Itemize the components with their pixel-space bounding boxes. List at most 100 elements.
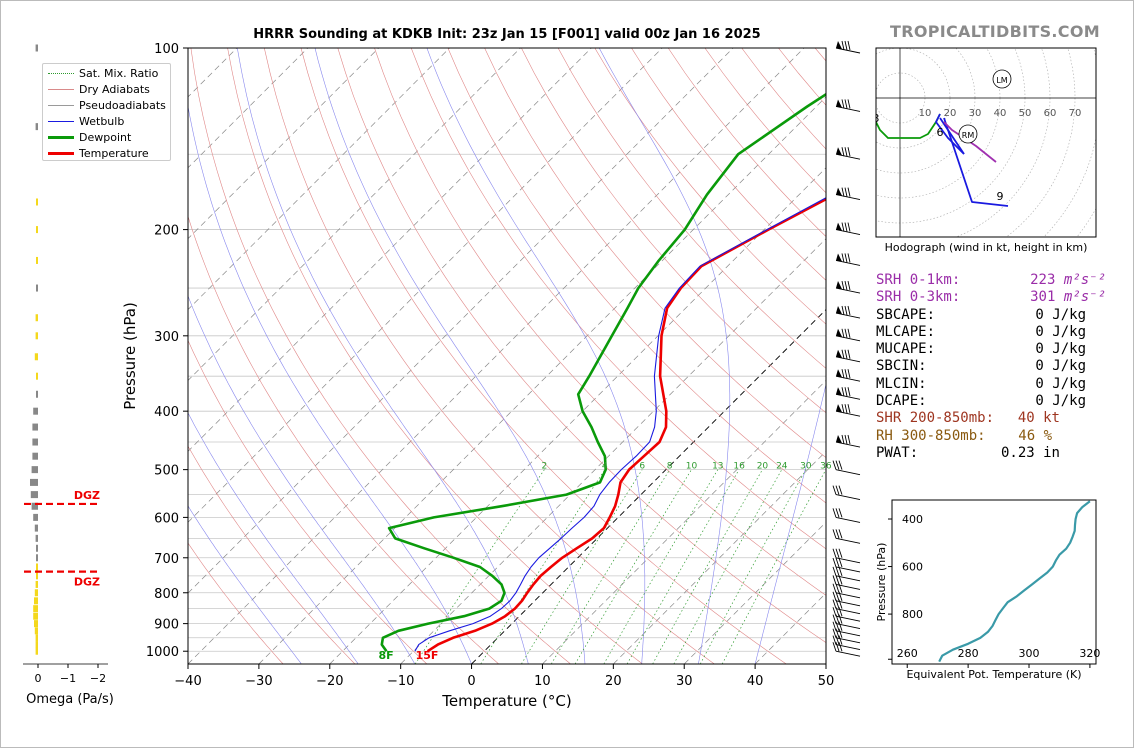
- omega-bar: [36, 256, 38, 264]
- param-label: RH 300-850mb:: [876, 427, 986, 444]
- isotherm-line: [329, 167, 826, 664]
- param-label: SBCAPE:: [876, 306, 936, 323]
- theta-e-y-tick-label: 400: [902, 513, 923, 526]
- param-label: MLCIN:: [876, 375, 927, 392]
- hodograph-lm-label: LM: [996, 76, 1007, 85]
- isotherm-line: [683, 521, 826, 664]
- hodograph-ring-label: 30: [969, 108, 982, 119]
- mixing-ratio-line: [626, 469, 740, 664]
- wind-barb: [835, 305, 861, 319]
- wind-barb: [832, 628, 861, 644]
- pseudoadiabat: [426, 48, 646, 664]
- dry-adiabat: [410, 48, 826, 550]
- theta-e-y-label: Pressure (hPa): [875, 543, 888, 622]
- param-srh-3km: SRH 0-3km: 301 m²s⁻²: [876, 289, 1116, 306]
- omega-bar: [36, 563, 38, 571]
- dry-adiabat: [337, 48, 826, 643]
- mixing-ratio-label: 30: [800, 462, 812, 472]
- isotherm-line: [188, 48, 663, 523]
- hodograph-height-label: 1: [845, 72, 852, 85]
- isotherm-line: [188, 48, 450, 311]
- legend-item-dry-adiabats: Dry Adiabats: [43, 82, 170, 98]
- omega-bar: [31, 502, 38, 510]
- y-tick-label: 800: [154, 587, 179, 602]
- omega-bar: [35, 314, 38, 322]
- y-tick-label: 600: [154, 511, 179, 526]
- dry-adiabat: [227, 48, 643, 664]
- legend-swatch: [48, 73, 74, 74]
- omega-bar: [33, 605, 38, 613]
- legend-label: Temperature: [79, 147, 149, 160]
- hodograph-height-label: 9: [997, 190, 1004, 203]
- legend-item-pseudoadiabats: Pseudoadiabats: [43, 98, 170, 114]
- omega-bar: [36, 226, 38, 234]
- mixing-ratio-label: 6: [639, 462, 645, 472]
- param-value: 46 %: [1018, 427, 1052, 444]
- param-label: SRH 0-3km:: [876, 289, 961, 306]
- mixing-ratio-line: [414, 469, 545, 664]
- dry-adiabat: [521, 48, 826, 414]
- hodograph-ring-label: 10: [919, 108, 932, 119]
- isotherm-line: [188, 48, 521, 381]
- param-sbcin: SBCIN: 0 J/kg: [876, 358, 1116, 375]
- isotherm-line: [258, 96, 826, 664]
- theta-e-profile: [938, 500, 1091, 663]
- omega-bar: [36, 390, 38, 398]
- wetbulb-profile: [414, 197, 826, 652]
- omega-bar: [36, 544, 38, 552]
- mixing-ratio-label: 10: [686, 462, 698, 472]
- mixing-ratio-line: [550, 469, 670, 664]
- param-sbcape: SBCAPE: 0 J/kg: [876, 307, 1116, 324]
- pseudoadiabat: [314, 48, 586, 664]
- x-tick-label: −10: [387, 674, 414, 689]
- theta-e-x-tick-label: 280: [958, 647, 979, 660]
- param-mlcape: MLCAPE: 0 J/kg: [876, 324, 1116, 341]
- x-tick-label: 10: [534, 674, 551, 689]
- theta-e-x-tick-label: 300: [1019, 647, 1040, 660]
- wind-barb: [832, 621, 861, 637]
- dry-adiabat: [484, 48, 826, 459]
- hodograph-ring-label: 60: [1044, 108, 1057, 119]
- legend-item-dewpoint: Dewpoint: [43, 130, 170, 146]
- omega-bar: [35, 641, 38, 649]
- mixing-ratio-label: 8: [667, 462, 673, 472]
- dgz-top-label: DGZ: [74, 489, 100, 502]
- param-label: SBCIN:: [876, 358, 927, 375]
- omega-bar: [36, 572, 38, 580]
- omega-bar: [30, 478, 38, 486]
- legend-swatch: [48, 136, 74, 139]
- omega-bar: [34, 620, 38, 628]
- omega-bar: [33, 612, 38, 620]
- dry-adiabat: [188, 339, 428, 664]
- wind-barb: [835, 40, 861, 54]
- omega-bar: [35, 580, 38, 588]
- dewpoint-profile: [380, 92, 826, 652]
- omega-bar: [36, 554, 38, 562]
- param-label: SHR 200-850mb:: [876, 410, 995, 427]
- param-label: DCAPE:: [876, 393, 927, 410]
- param-value: 0 J/kg: [1035, 341, 1086, 358]
- wind-barb: [832, 575, 861, 590]
- dry-adiabat: [374, 48, 826, 596]
- param-shear: SHR 200-850mb: 40 kt: [876, 410, 1116, 427]
- wind-barb: [835, 280, 861, 294]
- omega-bar: [32, 438, 38, 446]
- y-tick-label: 100: [154, 42, 179, 57]
- omega-tick-label: 0: [35, 672, 42, 685]
- dgz-bottom-label: DGZ: [74, 576, 100, 589]
- param-label: SRH 0-1km:: [876, 272, 961, 288]
- omega-bar: [31, 466, 38, 474]
- theta-e-frame: [891, 499, 1097, 665]
- y-tick-label: 200: [154, 224, 179, 239]
- hodograph-height-label: 6: [937, 126, 944, 139]
- x-tick-label: 40: [747, 674, 764, 689]
- pseudoadiabat: [188, 412, 359, 664]
- y-tick-label: 300: [154, 330, 179, 345]
- omega-bar: [36, 198, 38, 206]
- legend-label: Sat. Mix. Ratio: [79, 67, 159, 80]
- mixing-ratio-line: [721, 469, 826, 664]
- mixing-ratio-label: 16: [733, 462, 745, 472]
- pseudoadiabat: [188, 295, 416, 664]
- hodograph-trace: [876, 112, 877, 114]
- legend-label: Pseudoadiabats: [79, 99, 166, 112]
